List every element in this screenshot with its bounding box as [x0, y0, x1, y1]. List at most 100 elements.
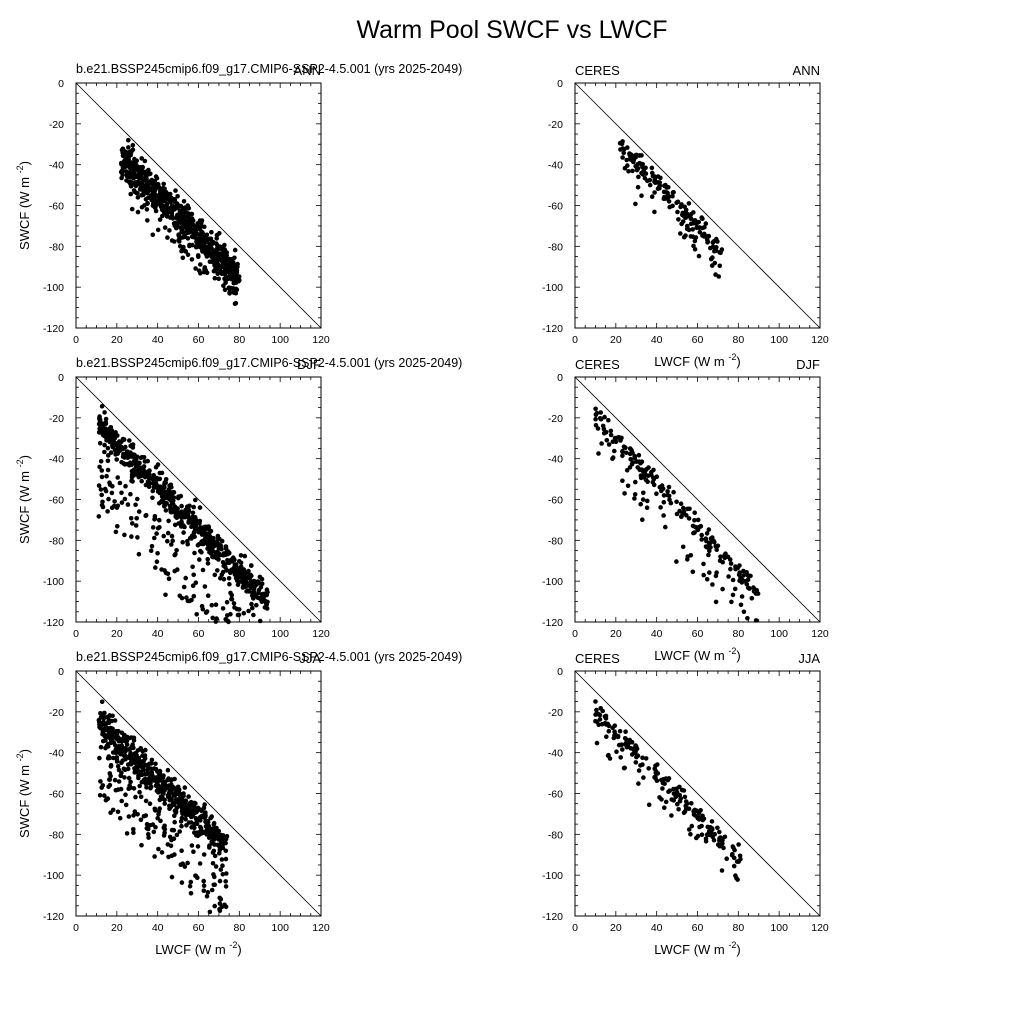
scatter-point [119, 798, 124, 804]
scatter-point [166, 854, 171, 860]
scatter-point [99, 502, 105, 508]
x-axis-label: LWCF (W m -2) [654, 940, 741, 957]
scatter-point [692, 518, 697, 523]
scatter-point [100, 783, 106, 788]
scatter-point [126, 814, 132, 819]
scatter-point [738, 575, 743, 581]
scatter-point [104, 438, 109, 443]
scatter-point [676, 217, 681, 222]
scatter-point [612, 729, 617, 734]
scatter-point [161, 192, 167, 198]
scatter-point [694, 835, 699, 841]
y-tick-label: -60 [548, 495, 563, 507]
scatter-point [128, 516, 134, 521]
scatter-point [98, 711, 103, 716]
scatter-point [708, 536, 714, 541]
scatter-point [217, 851, 222, 856]
y-tick-label: -80 [548, 829, 563, 841]
scatter-point [640, 164, 645, 170]
scatter-point [109, 438, 114, 444]
one-to-one-line [574, 82, 821, 329]
scatter-point [137, 783, 142, 789]
scatter-point [622, 491, 627, 496]
scatter-point [130, 742, 135, 747]
scatter-point [143, 781, 148, 786]
scatter-point [674, 789, 680, 795]
scatter-point [97, 418, 103, 424]
scatter-point [198, 262, 203, 267]
scatter-point [130, 521, 135, 526]
scatter-point [169, 490, 174, 495]
scatter-point [652, 179, 657, 184]
scatter-point [671, 489, 676, 495]
panel-season-label: ANN [294, 63, 321, 78]
x-tick-label: 60 [692, 334, 704, 346]
scatter-point [652, 209, 657, 215]
scatter-point [659, 483, 665, 488]
scatter-point [715, 842, 721, 847]
scatter-point [128, 191, 133, 197]
scatter-point [229, 569, 234, 574]
scatter-point [647, 182, 653, 188]
scatter-point [135, 535, 140, 540]
scatter-point [197, 242, 203, 248]
y-tick-label: -120 [43, 617, 64, 629]
scatter-point [98, 779, 103, 784]
scatter-point [736, 859, 741, 864]
scatter-point [131, 467, 137, 472]
scatter-point [188, 879, 194, 885]
scatter-point [132, 189, 137, 195]
x-axis-label-text: LWCF (W m [654, 942, 728, 957]
panel-model-djf: b.e21.BSSP245cmip6.f09_g17.CMIP6-SSP2-4.… [15, 356, 462, 640]
scatter-point [649, 194, 655, 199]
scatter-point [164, 501, 169, 506]
scatter-point [138, 817, 144, 823]
scatter-point [119, 490, 124, 496]
scatter-point [675, 801, 680, 807]
scatter-point [112, 499, 117, 504]
scatter-point [199, 234, 205, 239]
x-axis-label-text: LWCF (W m [155, 942, 229, 957]
x-tick-label: 100 [271, 628, 289, 640]
scatter-point [663, 524, 668, 530]
y-tick-label: -20 [49, 119, 64, 131]
scatter-point [180, 255, 186, 261]
x-tick-label: 120 [811, 334, 829, 346]
scatter-point [174, 832, 180, 838]
scatter-point [739, 594, 745, 599]
scatter-point [666, 199, 672, 204]
scatter-point [162, 788, 167, 793]
x-tick-label: 60 [692, 628, 704, 640]
scatter-point [170, 785, 175, 791]
scatter-point [132, 770, 137, 775]
scatter-point [96, 719, 102, 725]
scatter-point [148, 784, 154, 790]
scatter-point [123, 802, 129, 808]
scatter-point [175, 194, 180, 199]
scatter-point [167, 228, 172, 233]
scatter-point [218, 576, 223, 581]
scatter-point [213, 266, 218, 272]
x-tick-label: 0 [73, 628, 79, 640]
x-axis-label-close: ) [736, 648, 740, 663]
y-axis-label: SWCF (W m -2) [15, 161, 32, 250]
scatter-point [683, 799, 689, 804]
scatter-point [654, 778, 660, 783]
scatter-point [636, 768, 642, 773]
scatter-point [652, 190, 657, 195]
scatter-point [600, 708, 605, 714]
scatter-point [191, 529, 197, 535]
scatter-point [150, 495, 155, 501]
scatter-point [186, 794, 191, 799]
scatter-point [125, 766, 131, 772]
scatter-point [223, 856, 229, 862]
scatter-point [149, 543, 155, 549]
scatter-point [171, 792, 177, 798]
x-axis-label-exponent: -2 [728, 940, 736, 950]
scatter-point [695, 517, 701, 523]
y-axis-label: SWCF (W m -2) [15, 455, 32, 544]
scatter-point [678, 204, 683, 210]
scatter-point [205, 557, 210, 562]
scatter-point [204, 534, 210, 540]
scatter-point [255, 580, 260, 586]
